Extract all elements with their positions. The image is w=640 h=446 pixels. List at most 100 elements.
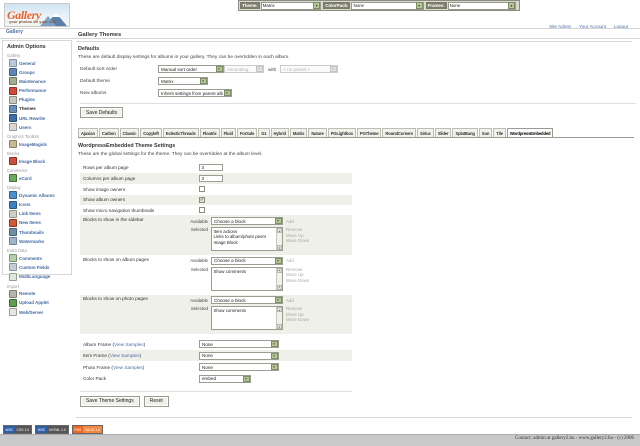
validation-badge[interactable]: RSS VALID 1.0 [71,425,103,434]
chevron-down-icon[interactable]: ▾ [313,2,321,9]
scroll-up-icon[interactable]: ▴ [277,267,282,273]
tab-siriux[interactable]: Siriux [416,128,434,137]
chevron-down-icon[interactable]: ▾ [215,66,223,72]
validation-badge[interactable]: W3C CSS 1.0 [3,425,33,434]
sidebar-item-thumbnails[interactable]: Thumbnails [9,228,68,237]
available-blocks-select[interactable]: Choose a block ▾ [211,296,283,305]
tab-fluid[interactable]: Fluid [220,128,236,137]
move-up-button[interactable]: Move Up [286,272,304,278]
chevron-down-icon[interactable]: ▾ [415,2,423,9]
tab-nature[interactable]: Nature [308,128,327,137]
list-item[interactable]: Image Block [213,239,238,245]
sidebar-item-link-items[interactable]: Link Items [9,209,68,218]
listbox-scrollbar[interactable]: ▴ ▾ [276,228,282,251]
sidebar-item-new-items[interactable]: New Items [9,218,68,227]
move-down-button[interactable]: Move Down [286,317,310,323]
sidebar-item-watermarks[interactable]: Watermarks [9,237,68,246]
your-account-link[interactable]: Your Account [579,24,606,29]
chevron-down-icon[interactable]: ▾ [274,297,282,304]
tab-wordpressembedded[interactable]: WordpressEmbedded [506,128,554,137]
add-block-button[interactable]: Add [286,258,294,264]
add-block-button[interactable]: Add [286,218,294,224]
tab-copyleft[interactable]: Copyleft [140,128,162,137]
available-blocks-select[interactable]: Choose a block ▾ [211,217,283,226]
tab-ajaxian[interactable]: Ajaxian [78,128,98,137]
tab-splatbang[interactable]: SplatBang [452,128,478,137]
remove-block-button[interactable]: Remove [286,266,303,272]
scroll-down-icon[interactable]: ▾ [277,284,282,290]
sort-preset-select[interactable]: < no preset > ▾ [280,65,339,73]
scroll-down-icon[interactable]: ▾ [277,245,282,251]
show-micro-nav-checkbox[interactable] [199,206,205,213]
scroll-up-icon[interactable]: ▴ [277,228,282,234]
sidebar-item-performance[interactable]: Performance [9,86,68,95]
list-item[interactable]: Show comments [213,268,246,274]
move-down-button[interactable]: Move Down [286,277,310,283]
chevron-down-icon[interactable]: ▾ [223,90,231,96]
list-item[interactable]: Item actions [213,229,238,235]
site-admin-link[interactable]: Site Admin [549,24,572,29]
view-samples-link[interactable]: View Samples [114,341,144,347]
chevron-down-icon[interactable]: ▾ [274,257,282,264]
chevron-down-icon[interactable]: ▾ [199,78,207,84]
scroll-down-icon[interactable]: ▾ [277,324,282,330]
move-up-button[interactable]: Move Up [286,232,304,238]
move-up-button[interactable]: Move Up [286,311,304,317]
add-block-button[interactable]: Add [286,297,294,303]
available-blocks-select[interactable]: Choose a block ▾ [211,256,283,265]
tab-pglightbox[interactable]: PGLightbox [327,128,356,137]
tab-classic[interactable]: Classic [119,128,140,137]
tab-eclecticthreads[interactable]: EclecticThreads [162,128,199,137]
tab-tile[interactable]: Tile [493,128,506,137]
listbox-scrollbar[interactable]: ▴ ▾ [276,307,282,330]
show-album-owners-checkbox[interactable]: ✓ [199,196,205,204]
tab-hybrid[interactable]: Hybrid [270,128,289,137]
reset-button[interactable]: Reset [143,395,169,407]
selected-blocks-listbox[interactable]: Show comments ▴ ▾ [211,306,283,331]
chevron-down-icon[interactable]: ▾ [274,218,282,225]
view-samples-link[interactable]: View Samples [112,364,143,370]
tab-matrix[interactable]: Matrix [289,128,308,137]
frame-select[interactable]: None ▾ [199,363,279,372]
rows-per-page-input[interactable]: 3 [199,163,223,172]
sidebar-item-comments[interactable]: Comments [9,254,68,263]
theme-toolbar-theme-select[interactable]: Matrix ▾ [260,1,322,10]
theme-toolbar-frames-select[interactable]: None ▾ [447,1,516,10]
sidebar-item-upload-applet[interactable]: Upload Applet [9,298,68,307]
sidebar-item-multilanguage[interactable]: MultiLanguage [9,272,68,281]
theme-toolbar-colorpack-select[interactable]: None ▾ [351,1,424,10]
cols-per-page-input[interactable]: 3 [199,174,223,183]
tab-forsale[interactable]: ForSale [236,128,258,137]
chevron-down-icon[interactable]: ▾ [508,2,515,9]
tab-carbon[interactable]: Carbon [98,128,119,137]
sidebar-item-users[interactable]: Users [9,123,68,132]
selected-blocks-listbox[interactable]: Show comments ▴ ▾ [211,266,283,291]
sidebar-item-general[interactable]: General [9,59,68,67]
move-down-button[interactable]: Move Down [286,238,310,244]
save-defaults-button[interactable]: Save Defaults [80,107,124,118]
sidebar-item-web-server[interactable]: Web/Server [9,308,68,316]
view-samples-link[interactable]: View Samples [109,353,140,359]
chevron-down-icon[interactable]: ▾ [270,352,278,359]
tab-floatrix[interactable]: Floatrix [199,128,220,137]
list-item[interactable]: Links to album/photo peers [213,234,267,240]
sidebar-item-imagemagick[interactable]: ImageMagick [9,140,68,149]
breadcrumb[interactable]: Gallery [6,29,23,35]
frame-select[interactable]: None ▾ [199,340,279,349]
chevron-down-icon[interactable]: ▾ [270,364,278,371]
new-albums-select[interactable]: Inherit settings from parent album ▾ [158,89,232,97]
remove-block-button[interactable]: Remove [286,227,303,233]
tab-g1[interactable]: G1 [258,128,270,137]
chevron-down-icon[interactable]: ▾ [242,375,250,382]
list-item[interactable]: Show comments [213,308,246,314]
chevron-down-icon[interactable]: ▾ [255,66,263,72]
sidebar-item-custom-fields[interactable]: Custom Fields [9,263,68,272]
chevron-down-icon[interactable]: ▾ [329,66,337,72]
listbox-scrollbar[interactable]: ▴ ▾ [276,267,282,290]
default-sort-order-select[interactable]: Manual sort order ▾ [158,65,224,73]
sidebar-item-remote[interactable]: Remote [9,289,68,298]
sidebar-item-url-rewrite[interactable]: URL Rewrite [9,114,68,123]
sidebar-item-maintenance[interactable]: Maintenance [9,77,68,86]
sidebar-item-themes[interactable]: Themes [9,104,68,113]
logout-link[interactable]: Logout [613,24,628,29]
